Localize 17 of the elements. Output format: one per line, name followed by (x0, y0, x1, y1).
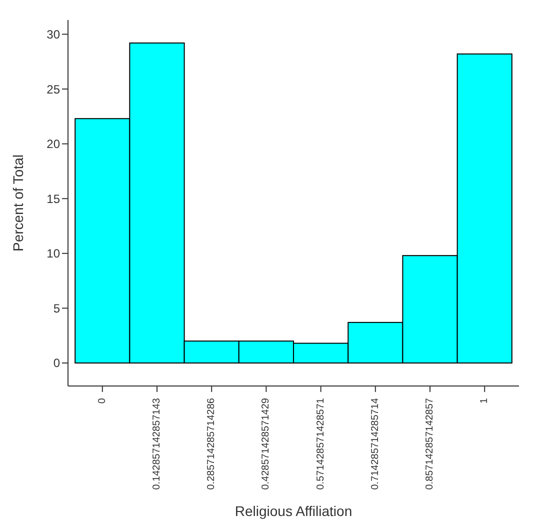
y-tick-label: 20 (46, 137, 60, 152)
y-tick-label: 25 (46, 82, 60, 96)
y-tick-label: 10 (46, 246, 60, 261)
x-tick-label: 0.571428571428571 (315, 398, 326, 490)
x-tick-label: 0.714285714285714 (370, 398, 381, 490)
y-tick-label: 30 (46, 28, 60, 42)
y-tick-label: 0 (53, 356, 60, 370)
y-axis-title: Percent of Total (10, 154, 26, 252)
x-tick-label: 0.857142857142857 (424, 398, 436, 490)
x-tick-label: 0 (96, 398, 108, 404)
x-tick-label: 0.142857142857143 (152, 398, 162, 490)
x-tick-label: 0.428571428571429 (260, 398, 272, 490)
x-axis-title: Religious Affiliation (234, 503, 352, 519)
y-tick-label: 15 (46, 192, 60, 206)
y-tick-label: 5 (53, 301, 60, 316)
x-tick-label: 1 (479, 398, 490, 404)
x-tick-label: 0.285714285714286 (206, 398, 218, 490)
